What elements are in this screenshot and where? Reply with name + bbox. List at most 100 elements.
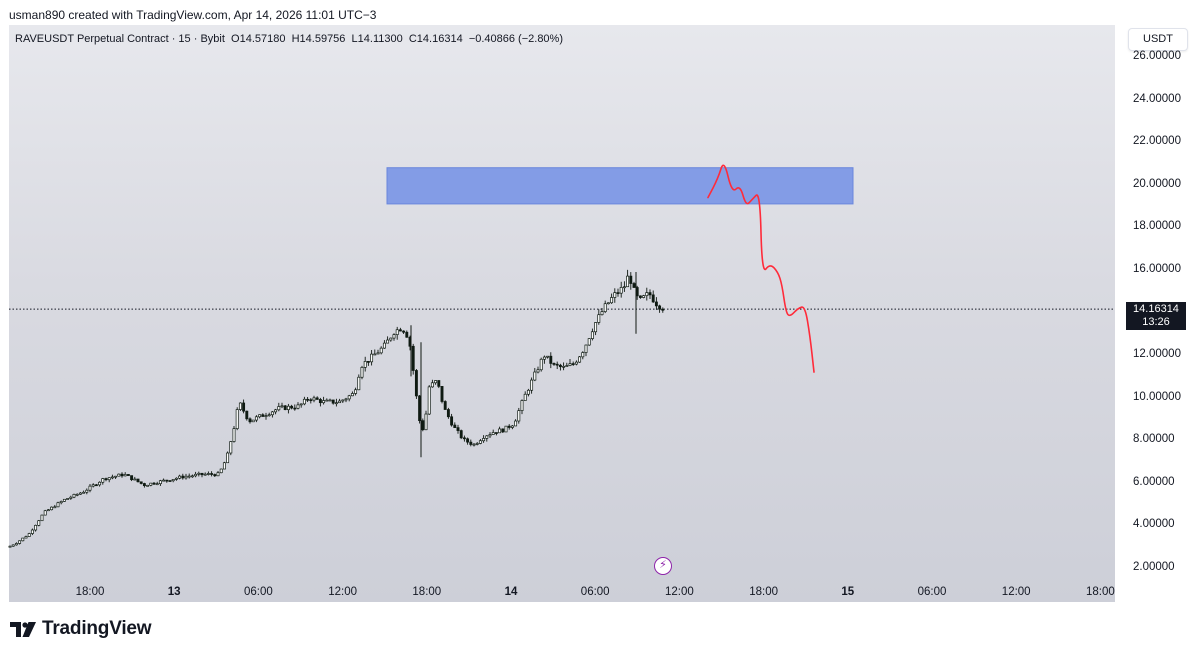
candle-body bbox=[472, 443, 476, 446]
candle-body bbox=[82, 491, 86, 494]
candle-body bbox=[533, 371, 537, 381]
candle-body bbox=[101, 478, 105, 483]
candle-body bbox=[405, 331, 409, 338]
candle-body bbox=[171, 479, 175, 482]
candle-body bbox=[402, 330, 406, 333]
brand-name: TradingView bbox=[42, 618, 152, 639]
candle-body bbox=[280, 405, 284, 408]
candle-body bbox=[507, 425, 511, 428]
candle-body bbox=[232, 428, 236, 442]
candle-body bbox=[94, 484, 98, 487]
candle-body bbox=[302, 398, 306, 405]
candle-body bbox=[418, 395, 422, 422]
candle-body bbox=[187, 475, 191, 478]
candle-body bbox=[197, 472, 201, 475]
candle-body bbox=[606, 302, 610, 305]
candle-body bbox=[325, 399, 329, 402]
candle-body bbox=[222, 462, 226, 470]
candle-body bbox=[50, 506, 54, 511]
legend-high: H14.59756 bbox=[291, 33, 346, 45]
candle-body bbox=[504, 425, 508, 433]
candle-body bbox=[270, 411, 274, 416]
currency-button[interactable]: USDT bbox=[1128, 28, 1188, 51]
candle-body bbox=[430, 382, 434, 388]
candle-body bbox=[498, 428, 502, 434]
candle-body bbox=[158, 480, 162, 485]
y-tick-label: 8.00000 bbox=[1133, 433, 1175, 446]
candle-body bbox=[190, 475, 194, 478]
candle-body bbox=[597, 314, 601, 323]
y-tick-label: 4.00000 bbox=[1133, 518, 1175, 531]
candle-body bbox=[286, 405, 290, 411]
candle-body bbox=[616, 292, 620, 294]
candle-body bbox=[264, 415, 268, 417]
candle-body bbox=[309, 399, 313, 402]
candle-body bbox=[453, 424, 457, 428]
chart-area[interactable] bbox=[9, 25, 1115, 602]
lightning-icon[interactable]: ⚡ bbox=[654, 557, 672, 575]
candle-body bbox=[283, 405, 287, 411]
candle-body bbox=[523, 393, 527, 401]
candle-body bbox=[536, 369, 540, 373]
candle-body bbox=[363, 361, 367, 368]
candle-body bbox=[194, 473, 198, 477]
candle-body bbox=[610, 297, 614, 304]
candle-body bbox=[85, 489, 89, 493]
legend-symbol: RAVEUSDT Perpetual Contract · 15 · Bybit bbox=[15, 33, 225, 45]
candle-body bbox=[133, 478, 137, 481]
x-tick-label: 15 bbox=[841, 586, 855, 598]
candle-body bbox=[638, 295, 642, 298]
candle-body bbox=[341, 399, 345, 402]
candle-body bbox=[238, 402, 242, 410]
candle-body bbox=[210, 473, 214, 475]
candle-body bbox=[8, 545, 12, 548]
candle-body bbox=[414, 370, 418, 397]
candle-body bbox=[290, 405, 294, 409]
candle-body bbox=[296, 404, 300, 409]
projection-drawing bbox=[707, 164, 815, 373]
y-tick-label: 26.00000 bbox=[1133, 50, 1181, 62]
candle-body bbox=[258, 414, 262, 418]
candle-body bbox=[53, 506, 57, 509]
candle-body bbox=[357, 376, 361, 391]
candle-body bbox=[203, 473, 207, 476]
candle-body bbox=[373, 353, 377, 356]
candle-body bbox=[91, 484, 95, 487]
candle-body bbox=[594, 322, 598, 333]
candle-body bbox=[360, 367, 364, 378]
candle-body bbox=[21, 537, 25, 542]
candle-body bbox=[344, 398, 348, 401]
candle-body bbox=[478, 440, 482, 444]
candle-body bbox=[642, 295, 646, 298]
candle-body bbox=[562, 365, 566, 368]
created-with-line: usman890 created with TradingView.com, A… bbox=[9, 8, 377, 22]
candle-body bbox=[56, 502, 60, 508]
candle-body bbox=[184, 475, 188, 479]
candle-body bbox=[312, 397, 316, 401]
candle-body bbox=[62, 498, 66, 502]
candle-body bbox=[248, 418, 252, 423]
candle-body bbox=[590, 331, 594, 339]
candle-body bbox=[395, 329, 399, 335]
candle-body bbox=[24, 536, 28, 539]
tradingview-brand[interactable]: TradingView bbox=[10, 618, 152, 640]
candle-body bbox=[306, 398, 310, 401]
candle-body bbox=[520, 400, 524, 411]
candle-body bbox=[235, 409, 239, 429]
candle-body bbox=[651, 294, 655, 303]
candle-body bbox=[542, 356, 546, 360]
candle-body bbox=[347, 395, 351, 400]
candle-body bbox=[229, 441, 233, 454]
legend-low: L14.11300 bbox=[351, 33, 403, 45]
candle-body bbox=[565, 365, 569, 367]
candle-body bbox=[30, 529, 34, 534]
candle-body bbox=[274, 409, 278, 413]
candle-body bbox=[485, 435, 489, 439]
x-tick-label: 18:00 bbox=[749, 586, 778, 598]
candle-body bbox=[331, 399, 335, 404]
candle-body bbox=[277, 406, 281, 411]
candle-body bbox=[366, 361, 370, 363]
candle-body bbox=[136, 478, 140, 483]
candle-body bbox=[242, 402, 246, 412]
bar-countdown: 13:26 bbox=[1142, 316, 1170, 328]
